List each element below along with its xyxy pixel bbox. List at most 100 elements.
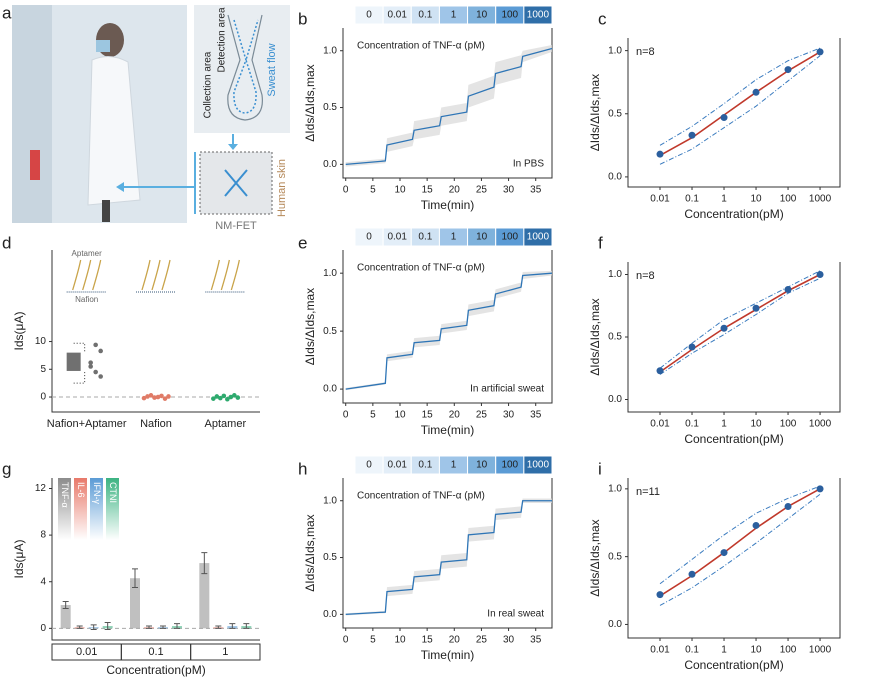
x-tick-label: 5 bbox=[370, 635, 376, 646]
whisker-high bbox=[73, 342, 86, 353]
x-tick-label: 30 bbox=[503, 185, 515, 196]
data-point bbox=[141, 395, 147, 401]
x-tick-label: 15 bbox=[422, 185, 434, 196]
y-tick-label: 0.0 bbox=[608, 619, 622, 630]
error-bar bbox=[160, 625, 166, 629]
photo-leg bbox=[102, 200, 110, 222]
mean-point bbox=[784, 66, 792, 74]
x-tick-label: 0.01 bbox=[650, 419, 670, 430]
x-tick-label: 0.01 bbox=[76, 646, 97, 658]
conc-cell bbox=[523, 455, 553, 475]
x-tick-label: 0.1 bbox=[685, 419, 699, 430]
photo-coat bbox=[87, 56, 141, 206]
axes bbox=[51, 478, 260, 641]
y-axis-label: ΔIds/ΔIds,max bbox=[588, 74, 602, 151]
conc-label: 1000 bbox=[527, 10, 550, 21]
x-axis-label: Time(min) bbox=[421, 423, 475, 437]
x-tick-label: 1 bbox=[222, 646, 228, 658]
panel-label: f bbox=[598, 233, 603, 252]
x-tick-label: 30 bbox=[503, 410, 515, 421]
data-point bbox=[88, 364, 93, 369]
conc-label: 1000 bbox=[527, 232, 550, 243]
x-tick-label: 20 bbox=[449, 635, 461, 646]
x-tick-label: 35 bbox=[530, 185, 542, 196]
confidence-line bbox=[659, 277, 821, 375]
y-axis-label: Ids(μA) bbox=[12, 312, 26, 351]
data-point bbox=[98, 348, 103, 354]
channel bbox=[227, 14, 263, 121]
y-tick-label: 1.0 bbox=[323, 268, 337, 279]
aptamer-icon bbox=[151, 259, 161, 291]
mean-point bbox=[688, 570, 696, 578]
y-tick-label: 0.5 bbox=[608, 108, 622, 119]
x-tick-label: 1 bbox=[721, 419, 727, 430]
data-point bbox=[211, 396, 216, 401]
mean-point bbox=[816, 485, 824, 493]
y-tick-label: 0.0 bbox=[608, 394, 622, 405]
data-point bbox=[228, 394, 234, 400]
data-point bbox=[232, 393, 237, 398]
mean-point bbox=[656, 591, 664, 599]
y-tick-label: 8 bbox=[40, 530, 46, 541]
conc-label: 0.1 bbox=[418, 232, 432, 243]
axes bbox=[627, 262, 841, 413]
error-bar bbox=[104, 622, 111, 631]
annotation: In artificial sweat bbox=[470, 384, 544, 395]
mean-point bbox=[688, 343, 696, 351]
conc-label: 0 bbox=[366, 232, 372, 243]
y-tick-label: 0.5 bbox=[323, 326, 337, 337]
x-tick-label: 0.1 bbox=[685, 194, 699, 205]
axes bbox=[627, 38, 841, 188]
data-point bbox=[98, 374, 103, 379]
y-axis-label: ΔIds/ΔIds,max bbox=[303, 288, 317, 365]
error-bar bbox=[90, 624, 97, 631]
y-tick-label: 0.0 bbox=[323, 159, 337, 170]
annotation: n=11 bbox=[636, 486, 660, 498]
confidence-line bbox=[659, 55, 821, 165]
data-point bbox=[218, 395, 223, 401]
aptamer-icon bbox=[230, 259, 240, 291]
conc-label: 0.01 bbox=[387, 232, 407, 243]
axes bbox=[342, 250, 553, 404]
conc-label: 1 bbox=[451, 232, 457, 243]
legend-swatch bbox=[58, 478, 71, 540]
signal-line bbox=[345, 500, 552, 616]
x-tick-label: 0 bbox=[343, 410, 349, 421]
annotation: n=8 bbox=[636, 46, 655, 58]
category-cell bbox=[190, 643, 261, 661]
x-tick-label: Aptamer bbox=[205, 418, 247, 430]
spread-band bbox=[345, 270, 552, 391]
x-tick-label: 0.1 bbox=[148, 646, 163, 658]
x-tick-label: 20 bbox=[449, 410, 461, 421]
y-axis-label: ΔIds/ΔIds,max bbox=[303, 514, 317, 591]
detection-label: Detection area bbox=[217, 7, 228, 72]
x-tick-label: 1 bbox=[721, 645, 727, 656]
bar bbox=[130, 578, 140, 629]
axes bbox=[342, 478, 553, 629]
axes bbox=[627, 478, 841, 639]
x-axis-label: Concentration(pM) bbox=[684, 658, 783, 672]
panel-label: c bbox=[598, 9, 607, 28]
y-tick-label: 1.0 bbox=[608, 269, 622, 280]
y-tick-label: 0.5 bbox=[608, 332, 622, 343]
error-bar bbox=[146, 625, 152, 629]
x-tick-label: 0 bbox=[343, 635, 349, 646]
x-tick-label: 10 bbox=[750, 645, 762, 656]
aptamer-icon bbox=[141, 259, 151, 291]
legend-label: IFN-γ bbox=[92, 482, 102, 504]
error-bar bbox=[215, 625, 222, 629]
x-tick-label: 35 bbox=[530, 410, 542, 421]
mean-point bbox=[656, 150, 664, 158]
y-tick-label: 1.0 bbox=[323, 495, 337, 506]
x-tick-label: 25 bbox=[476, 635, 488, 646]
data-point bbox=[214, 394, 220, 399]
data-point bbox=[159, 393, 164, 399]
legend-swatch bbox=[106, 478, 119, 540]
x-tick-label: 10 bbox=[394, 635, 406, 646]
signal-line bbox=[345, 47, 553, 166]
legend-swatch bbox=[74, 478, 87, 540]
conc-label: 1000 bbox=[527, 460, 550, 471]
x-tick-label: 35 bbox=[530, 635, 542, 646]
panel-label: d bbox=[2, 233, 11, 252]
signal-line bbox=[345, 272, 553, 390]
